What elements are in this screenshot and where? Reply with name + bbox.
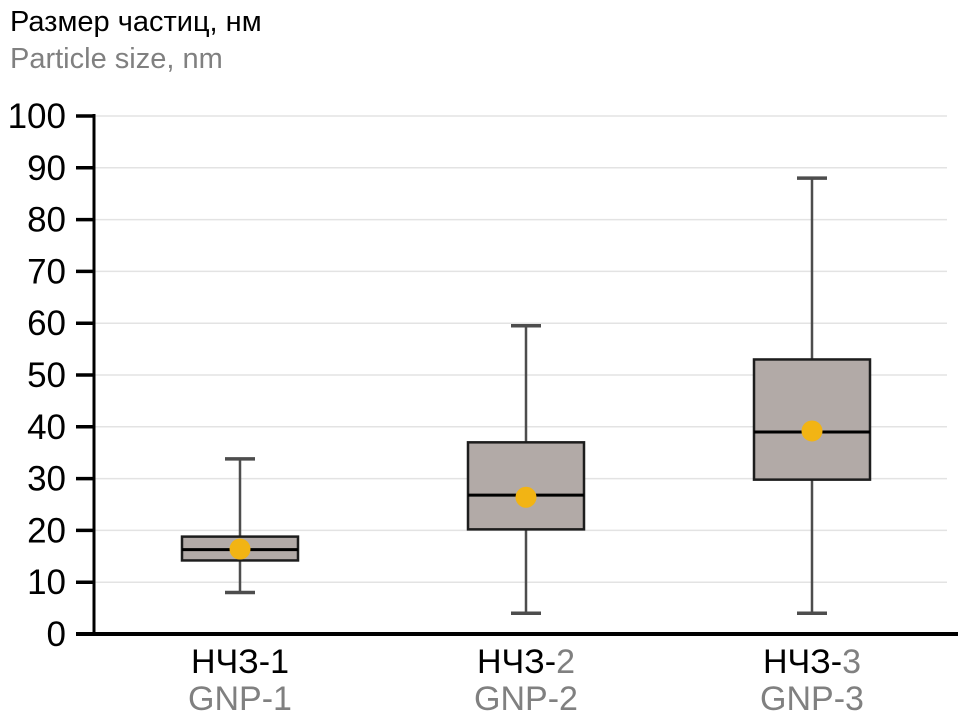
y-tick-label: 20 [27,511,66,550]
x-label-ru-suffix-2: 2 [556,643,575,681]
y-tick-label: 80 [27,201,66,240]
y-tick-label: 90 [27,149,66,188]
x-label-group-1: НЧЗ-1 GNP-1 [188,644,292,718]
x-label-ru-suffix-1: 1 [270,643,289,681]
box-2 [466,441,586,531]
x-label-ru-suffix-3: 3 [842,643,861,681]
x-label-ru-1: НЧЗ-1 [190,643,289,681]
y-tick-label: 50 [27,356,66,395]
box-3 [752,358,872,481]
mean-dot-3 [801,420,823,442]
mean-dot-1 [229,538,251,560]
x-label-group-2: НЧЗ-2 GNP-2 [474,644,578,718]
x-label-group-3: НЧЗ-3 GNP-3 [760,644,864,718]
chart-title-en: Particle size, nm [10,43,223,75]
x-label-en-1: GNP-1 [188,680,292,718]
y-tick-label: 100 [8,97,66,136]
y-tick-label: 70 [27,252,66,291]
y-tick-label: 40 [27,408,66,447]
x-label-en-2: GNP-2 [474,680,578,718]
chart-title: Размер частиц, нм Particle size, nm [10,4,262,78]
mean-dot-2 [515,486,537,508]
y-tick-label: 30 [27,460,66,499]
x-label-ru-3: НЧЗ-3 [762,643,861,681]
chart-title-ru: Размер частиц, нм [10,6,262,38]
y-tick-label: 60 [27,304,66,343]
y-tick-label: 0 [47,615,66,654]
x-label-ru-2: НЧЗ-2 [476,643,575,681]
x-label-en-3: GNP-3 [760,680,864,718]
y-tick-label: 10 [27,563,66,602]
